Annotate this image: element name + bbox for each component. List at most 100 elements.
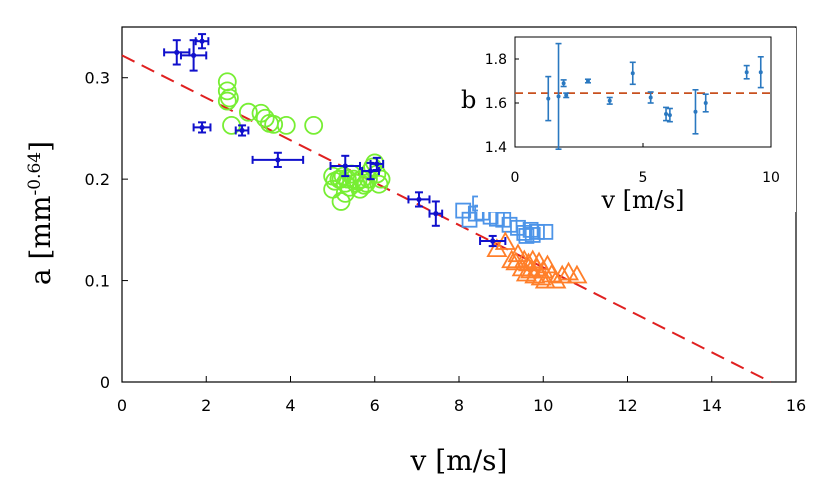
inset-data-dot — [607, 98, 612, 103]
inset-data-dot — [630, 71, 635, 76]
data-dot — [433, 211, 439, 217]
inset-data-dot — [648, 95, 653, 100]
inset-data-dot — [556, 94, 561, 99]
square-point — [529, 223, 545, 240]
inset-axes-frame — [514, 36, 772, 148]
x-tick-label: 4 — [285, 396, 295, 415]
inset-data-dot — [564, 93, 569, 98]
data-dot — [275, 157, 281, 163]
triangle-point — [566, 264, 588, 284]
circle-point — [220, 88, 239, 108]
inset-errorbar-point — [666, 107, 673, 123]
x-tick-label: 2 — [201, 396, 211, 415]
inset-x-axis-label: v [m/s] — [600, 186, 684, 214]
triangle-point — [534, 269, 556, 289]
circle-point — [304, 115, 324, 135]
inset-errorbar-series — [545, 42, 764, 150]
inset-data-dot — [561, 81, 566, 86]
x-tick-label: 8 — [454, 396, 464, 415]
inset-errorbar-point — [560, 79, 567, 88]
main-plot: 0 2 4 6 8 10 12 14 16 0 0.1 0.2 0.3 v [m/s] a [mm-0… — [24, 26, 806, 477]
circle-point — [335, 183, 355, 203]
y-axis-label: a [mm-0.64] — [24, 141, 57, 285]
inset-errorbar-point — [663, 106, 670, 122]
y-axis-label-close: ] — [24, 141, 57, 152]
y-tick-label: 0.2 — [85, 170, 110, 189]
data-dot — [490, 238, 496, 244]
errorbar-point — [192, 121, 212, 134]
triangle-point — [551, 264, 573, 284]
square-point — [501, 216, 518, 233]
data-dot — [416, 196, 422, 203]
triangle-point — [532, 259, 554, 279]
errorbar-point — [194, 33, 210, 50]
y-axis-label-base: a [mm — [24, 195, 57, 285]
errorbar-point — [479, 234, 507, 248]
inset-errorbar-point — [702, 93, 709, 113]
square-point — [524, 227, 541, 243]
triangle-series — [486, 231, 588, 289]
errorbar-series — [163, 33, 507, 248]
errorbar-point — [428, 200, 444, 227]
circle-point — [337, 169, 357, 189]
inset-errorbar-point — [563, 92, 570, 99]
inset-data-dot — [758, 70, 763, 75]
data-dot — [367, 168, 374, 174]
inset-y-ticks: 1.4 1.6 1.8 — [485, 52, 519, 156]
x-tick-label: 14 — [702, 396, 722, 415]
circle-series — [217, 72, 391, 211]
data-dot — [174, 49, 180, 55]
square-point — [537, 223, 554, 240]
errorbar-point — [407, 191, 431, 208]
y-tick-label: 0 — [100, 373, 110, 392]
inset-errorbar-point — [757, 55, 764, 89]
circle-point — [276, 115, 296, 135]
inset-errorbar-point — [545, 75, 552, 122]
inset-errorbar-point — [555, 42, 562, 150]
circle-point — [217, 81, 237, 101]
inset-errorbar-point — [743, 64, 750, 80]
x-tick-label: 10 — [533, 396, 553, 415]
circle-point — [238, 102, 258, 122]
triangle-point — [501, 249, 523, 269]
data-dot — [191, 52, 197, 59]
inset-plot: 0 5 10 1.4 1.6 1.8 b v [m/s] — [461, 28, 796, 214]
x-ticks: 0 2 4 6 8 10 12 14 16 — [117, 376, 806, 415]
inset-errorbar-point — [692, 89, 699, 135]
inset-errorbar-point — [647, 91, 654, 104]
inset-x-tick-label: 10 — [762, 170, 780, 186]
inset-data-dot — [585, 79, 590, 83]
y-axis-label-exponent: -0.64 — [25, 152, 45, 196]
inset-data-dot — [664, 112, 669, 116]
inset-data-dot — [744, 70, 749, 75]
inset-errorbar-point — [584, 78, 591, 84]
errorbar-point — [329, 154, 362, 178]
y-tick-label: 0.1 — [85, 272, 110, 291]
x-tick-label: 16 — [786, 396, 806, 415]
data-dot — [199, 38, 205, 44]
y-ticks: 0 0.1 0.2 0.3 — [85, 69, 128, 392]
errorbar-point — [234, 124, 250, 137]
inset-x-ticks: 0 5 10 — [511, 143, 780, 186]
x-tick-label: 6 — [370, 396, 380, 415]
errorbar-point — [251, 151, 305, 168]
errorbar-point — [369, 156, 385, 172]
inset-data-dot — [693, 109, 698, 114]
inset-y-tick-label: 1.8 — [485, 52, 507, 68]
inset-errorbar-point — [606, 96, 613, 105]
y-tick-label: 0.3 — [85, 69, 110, 88]
triangle-point — [557, 261, 580, 281]
circle-point — [217, 91, 237, 111]
inset-y-tick-label: 1.6 — [485, 96, 507, 112]
x-tick-label: 0 — [117, 396, 127, 415]
data-dot — [374, 161, 380, 167]
circle-point — [264, 114, 284, 134]
inset-data-dot — [703, 101, 708, 105]
inset-panel-label: b — [461, 86, 476, 114]
x-axis-label: v [m/s] — [410, 444, 508, 477]
inset-x-tick-label: 5 — [639, 170, 648, 186]
x-tick-label: 12 — [617, 396, 637, 415]
data-dot — [342, 163, 348, 169]
inset-x-tick-label: 0 — [511, 170, 520, 186]
